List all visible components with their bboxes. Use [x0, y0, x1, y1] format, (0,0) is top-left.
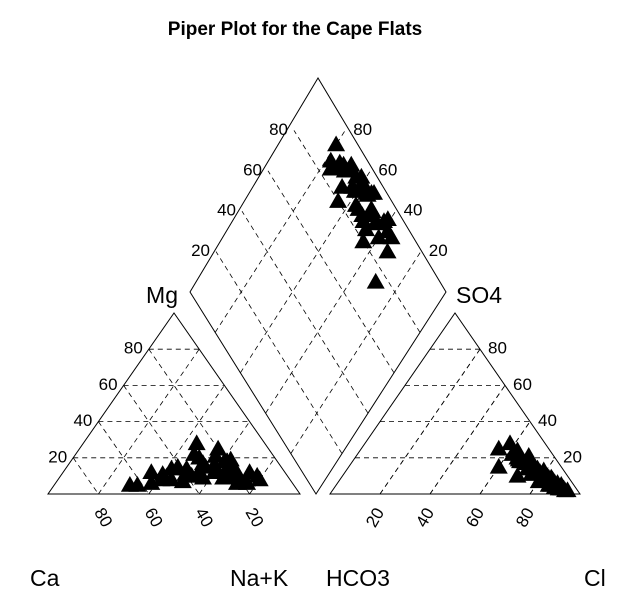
data-point: [329, 192, 348, 208]
data-point: [354, 232, 373, 249]
data-point: [369, 228, 388, 245]
tick-label: 40: [191, 505, 217, 531]
data-point: [333, 177, 352, 194]
data-point: [378, 242, 397, 259]
data-point: [489, 439, 508, 456]
data-point: [346, 196, 365, 212]
data-point: [489, 457, 508, 474]
grid-line: [215, 251, 343, 454]
data-point: [382, 228, 401, 245]
data-point: [217, 459, 236, 476]
diamond: [189, 77, 447, 495]
grid-line: [379, 348, 481, 495]
cation-triangle: [47, 312, 301, 495]
data-point: [224, 468, 243, 485]
corner-label: Cl: [584, 565, 606, 591]
grid-line: [240, 170, 371, 374]
data-point: [508, 441, 527, 458]
data-point: [366, 272, 385, 289]
grid-line: [198, 421, 250, 495]
data-point: [353, 206, 372, 222]
grid-line: [290, 251, 422, 454]
tick-label: 80: [269, 120, 288, 139]
data-point: [508, 466, 527, 483]
data-point: [128, 475, 147, 492]
tick-label: 40: [73, 411, 92, 430]
data-point: [327, 135, 346, 152]
data-point: [501, 434, 519, 451]
tick-label: 20: [563, 447, 582, 466]
grid-line: [72, 457, 99, 495]
data-point: [368, 214, 387, 231]
data-point: [240, 463, 259, 480]
data-point: [206, 446, 225, 463]
grid-line: [214, 130, 346, 333]
data-point: [193, 454, 212, 470]
data-point: [363, 202, 382, 218]
tick-label: 20: [191, 241, 210, 260]
grid-line: [479, 421, 531, 495]
tick-label: 20: [362, 505, 388, 531]
data-point: [347, 167, 366, 184]
data-point: [321, 159, 340, 176]
data-point: [187, 434, 206, 451]
tick-label: 80: [90, 505, 116, 531]
tick-label: 40: [538, 411, 557, 430]
data-point: [238, 474, 257, 490]
data-point: [330, 153, 349, 170]
tick-label: 20: [242, 505, 268, 531]
data-point: [345, 182, 364, 198]
grid-line: [293, 130, 421, 333]
grid-line: [98, 348, 200, 495]
tick-label: 40: [412, 505, 438, 531]
corner-label: SO4: [456, 282, 502, 308]
tick-label: 80: [488, 339, 507, 358]
tick-label: 60: [462, 505, 488, 531]
data-point: [152, 470, 171, 487]
grid-line: [267, 170, 395, 374]
corner-label: Na+K: [230, 565, 289, 591]
data-point: [356, 220, 375, 237]
data-point: [552, 475, 571, 492]
tick-label: 20: [429, 241, 448, 260]
data-point: [511, 452, 529, 469]
tick-label: 60: [243, 160, 262, 179]
data-point: [142, 463, 161, 480]
chart-title: Piper Plot for the Cape Flats: [168, 19, 422, 40]
grid-line: [429, 385, 506, 495]
data-point: [534, 465, 553, 481]
data-point: [168, 457, 187, 474]
tick-label: 20: [48, 447, 67, 466]
tick-label: 60: [378, 160, 397, 179]
corner-label: HCO3: [326, 565, 390, 591]
tick-label: 80: [512, 505, 538, 531]
anion-triangle: [329, 312, 581, 495]
data-point: [524, 457, 543, 474]
grid-line: [241, 210, 369, 414]
grid-line: [265, 210, 396, 414]
data-point: [176, 465, 195, 481]
tick-label: 80: [124, 339, 143, 358]
tick-label: 60: [513, 375, 532, 394]
tick-label: 60: [141, 505, 167, 531]
data-point: [187, 466, 206, 483]
data-point: [362, 184, 381, 200]
tick-label: 40: [404, 201, 423, 220]
tick-label: 60: [99, 375, 118, 394]
corner-label: Ca: [30, 565, 60, 591]
tick-label: 40: [217, 201, 236, 220]
corner-label: Mg: [146, 282, 178, 308]
tick-label: 80: [353, 120, 372, 139]
data-point: [185, 445, 204, 461]
data-point: [378, 210, 397, 227]
